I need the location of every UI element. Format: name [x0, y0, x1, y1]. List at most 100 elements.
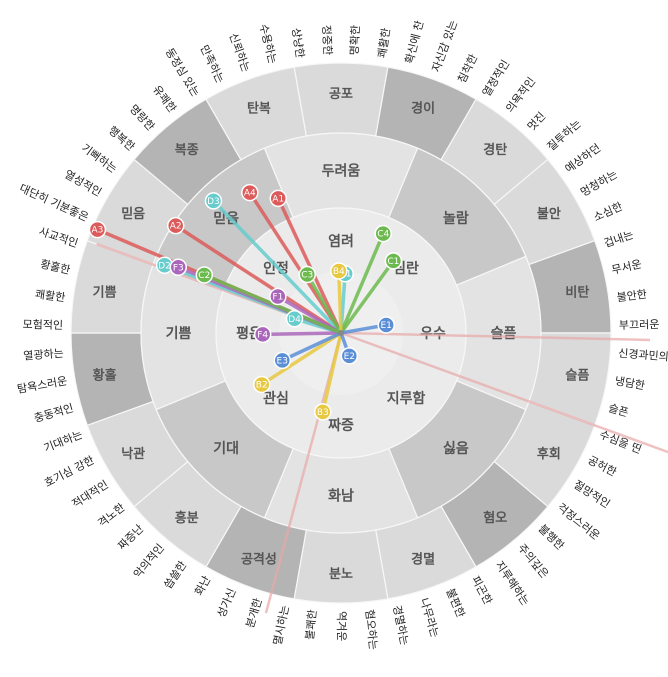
- emotion-word: 모험적인: [22, 318, 63, 332]
- emotion-word: 호기심 강한: [42, 454, 96, 490]
- outer-sector-label: 불안: [537, 206, 561, 222]
- center-point: [338, 330, 344, 336]
- emotion-word: 수용하는: [257, 22, 281, 65]
- emotion-word: 불편한: [443, 586, 467, 619]
- emotion-word: 침착한: [455, 52, 480, 85]
- marker-dot[interactable]: [330, 262, 348, 280]
- emotion-word: 확신에 찬: [402, 19, 426, 65]
- marker-dot[interactable]: [273, 351, 292, 370]
- emotion-word: 악의적인: [131, 541, 167, 580]
- marker-line: [262, 331, 342, 337]
- marker-label: D2: [158, 261, 171, 271]
- marker-dot[interactable]: [88, 220, 107, 239]
- middle-sector-label: 기대: [213, 441, 239, 457]
- marker-line: [339, 259, 395, 335]
- marker-dot[interactable]: [169, 258, 188, 277]
- emotion-word: 동정심 있는: [163, 46, 202, 99]
- emotion-word: 슬픈: [607, 402, 630, 420]
- emotion-word: 기대하는: [42, 427, 85, 455]
- marker-label: A2: [170, 222, 182, 232]
- outer-sector-label: 낙관: [121, 446, 145, 462]
- marker-label: B3: [317, 408, 329, 418]
- marker-line: [339, 232, 385, 334]
- marker-line: [203, 273, 342, 335]
- marker-dot[interactable]: [314, 403, 332, 421]
- emotion-word: 경멸하는: [390, 604, 412, 646]
- emotion-word: 의욕적인: [503, 75, 538, 115]
- emotion-word: 화난: [192, 574, 213, 598]
- emotion-word: 충동적인: [33, 402, 75, 425]
- marker-dot[interactable]: [252, 375, 271, 394]
- marker-dot[interactable]: [374, 224, 392, 243]
- emotion-word: 냉담한: [614, 374, 646, 392]
- emotion-word: 신경과민의: [618, 347, 668, 364]
- outer-sector-label: 슬픔: [565, 369, 589, 384]
- inner-sector-label: 관심: [263, 390, 289, 407]
- marker-dot[interactable]: [253, 325, 272, 344]
- emotion-word: 정중한: [320, 25, 334, 56]
- marker-line: [337, 270, 343, 334]
- marker-label: D4: [288, 315, 301, 325]
- marker-dot[interactable]: [298, 265, 316, 284]
- emotion-word: 쾌활한: [34, 287, 66, 305]
- outer-sector-label: 흥분: [175, 510, 199, 526]
- outer-sector-label: 공격성: [241, 553, 277, 568]
- marker-label: C2: [198, 271, 210, 281]
- marker-dot[interactable]: [340, 347, 359, 365]
- marker-dot[interactable]: [204, 192, 223, 210]
- emotion-word: 나무라는: [417, 597, 441, 640]
- marker-label: E2: [344, 352, 355, 362]
- emotion-word: 상냥한: [289, 27, 306, 59]
- outer-sector-label: 경멸: [411, 552, 435, 568]
- marker-line: [260, 331, 342, 386]
- guide-line: [340, 331, 651, 342]
- marker-dot[interactable]: [269, 189, 287, 208]
- marker-dot[interactable]: [241, 183, 259, 202]
- emotion-word: 격노한: [96, 501, 128, 530]
- marker-dot[interactable]: [195, 266, 214, 284]
- emotion-word: 지루해하는: [493, 558, 533, 608]
- emotion-word: 사교적인: [37, 225, 80, 250]
- marker-label: F1: [272, 293, 283, 303]
- inner-sector-label: 짜증: [328, 418, 354, 434]
- marker-dot[interactable]: [269, 287, 287, 306]
- marker-label: F3: [173, 263, 184, 273]
- emotion-word: 명확한: [348, 25, 362, 56]
- outer-sector-label: 혐오: [483, 510, 507, 526]
- marker-line: [212, 199, 343, 335]
- emotion-word: 역겨운: [335, 611, 348, 641]
- marker-dot[interactable]: [166, 216, 185, 235]
- emotion-word: 혐오하는: [363, 609, 381, 651]
- marker-label: A3: [91, 226, 103, 236]
- marker-dot[interactable]: [285, 310, 304, 328]
- markers: A1A3A4A2D3D1D2D4F3F1F4C2C3C4C1B4B2B3E1E2…: [88, 183, 403, 421]
- emotion-word: 부끄러운: [619, 318, 660, 332]
- emotion-word: 탐욕스러운: [16, 374, 68, 396]
- middle-sector-label: 슬픔: [491, 326, 517, 342]
- emotion-word: 유쾌한: [150, 83, 179, 115]
- marker-line: [321, 332, 343, 413]
- marker-label: B2: [256, 380, 268, 390]
- emotion-word: 걱정스러운: [555, 501, 603, 543]
- marker-dot[interactable]: [377, 316, 395, 334]
- emotion-word: 분개한: [243, 597, 264, 630]
- emotion-word: 명랑한: [127, 102, 157, 133]
- emotion-word: 성가신: [215, 586, 239, 619]
- outer-sector-label: 공포: [329, 87, 353, 102]
- emotion-word: 적대적인: [70, 478, 111, 511]
- outer-sector-label: 후회: [537, 446, 561, 462]
- marker-label: C4: [377, 230, 389, 240]
- emotion-word: 열정적인: [480, 58, 512, 99]
- emotion-word: 불쾌한: [303, 609, 319, 641]
- emotion-word: 공허한: [586, 454, 619, 479]
- marker-label: E1: [380, 321, 391, 331]
- inner-sector-label: 염려: [328, 233, 354, 250]
- middle-sector-label: 기쁨: [166, 326, 192, 342]
- outer-sector-label: 복종: [175, 143, 199, 158]
- emotion-word: 질투하는: [544, 116, 584, 153]
- emotion-word: 자신감 있는: [430, 19, 461, 74]
- marker-dot[interactable]: [384, 252, 403, 270]
- outer-sector-label: 분노: [329, 567, 353, 582]
